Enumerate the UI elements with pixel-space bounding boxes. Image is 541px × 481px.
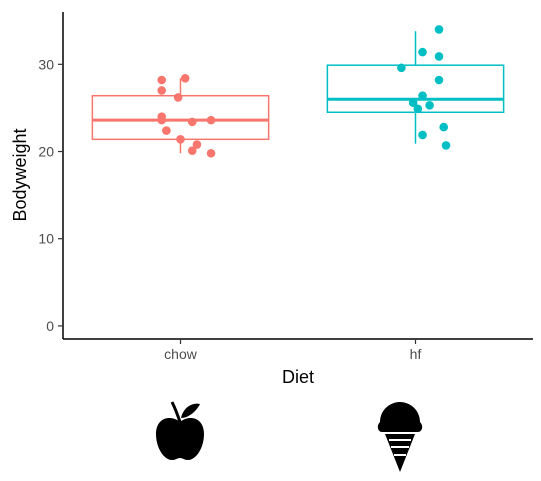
x-tick-label-chow: chow xyxy=(164,346,198,362)
y-tick-label-10: 10 xyxy=(38,231,54,247)
data-point-chow-1 xyxy=(181,74,190,83)
box-hf xyxy=(327,25,503,150)
data-point-hf-11 xyxy=(442,141,451,150)
data-point-hf-9 xyxy=(439,123,448,132)
data-point-hf-0 xyxy=(435,25,444,34)
data-point-hf-2 xyxy=(435,52,444,61)
data-point-chow-0 xyxy=(157,76,166,85)
x-tick-label-hf: hf xyxy=(410,346,422,362)
data-point-hf-1 xyxy=(418,48,427,57)
data-point-chow-11 xyxy=(188,146,197,155)
data-point-chow-5 xyxy=(157,116,166,125)
data-point-chow-6 xyxy=(188,118,197,127)
data-point-chow-9 xyxy=(176,135,185,144)
data-point-hf-4 xyxy=(435,76,444,85)
data-point-chow-7 xyxy=(207,116,216,125)
data-point-hf-10 xyxy=(418,131,427,140)
data-point-hf-8 xyxy=(414,104,423,113)
data-point-chow-3 xyxy=(174,93,183,102)
data-point-chow-8 xyxy=(162,126,171,135)
data-point-hf-5 xyxy=(418,91,427,100)
x-axis-title: Diet xyxy=(282,367,314,387)
data-point-chow-2 xyxy=(157,86,166,95)
box-body-chow xyxy=(92,96,268,140)
y-axis-title: Bodyweight xyxy=(10,128,30,221)
data-point-hf-3 xyxy=(397,64,406,73)
box-chow xyxy=(92,74,268,158)
y-tick-label-0: 0 xyxy=(46,318,54,334)
data-point-chow-12 xyxy=(207,149,216,158)
y-tick-label-30: 30 xyxy=(38,56,54,72)
ice-cream-icon xyxy=(370,398,430,476)
data-point-hf-7 xyxy=(425,101,434,110)
apple-icon xyxy=(150,398,210,476)
y-tick-label-20: 20 xyxy=(38,144,54,160)
